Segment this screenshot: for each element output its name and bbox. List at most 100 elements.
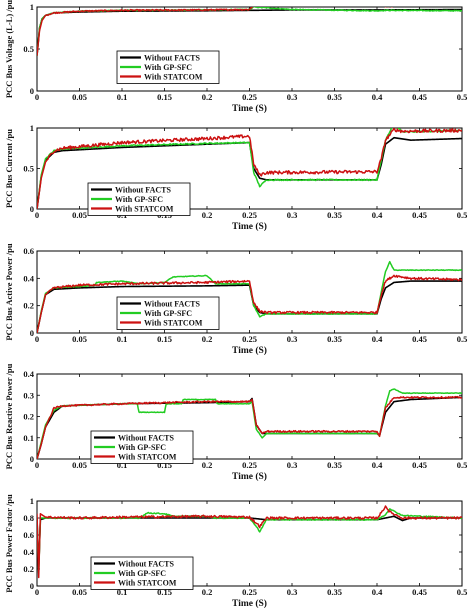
x-tick-label: 0.2 [202, 92, 213, 102]
x-tick-label: 0.05 [72, 334, 87, 344]
plot-area [36, 6, 463, 92]
x-tick-label: 0.4 [372, 210, 383, 220]
x-tick-label: 0.25 [242, 210, 257, 220]
y-tick-label: 0.5 [23, 164, 34, 174]
y-axis-label: PCC Bus Current /pu [4, 129, 14, 208]
x-tick-label: 0 [35, 334, 39, 344]
y-tick-label: 0.4 [23, 547, 34, 557]
x-tick-label: 0.1 [117, 460, 128, 470]
x-tick-label: 0.3 [287, 587, 298, 597]
x-tick-label: 0.3 [287, 210, 298, 220]
x-tick-label: 0.45 [412, 92, 427, 102]
x-tick-label: 0.25 [242, 334, 257, 344]
x-tick-label: 0.25 [242, 460, 257, 470]
y-tick-label: 0.4 [23, 273, 34, 283]
x-tick-label: 0.5 [457, 587, 468, 597]
x-tick-label: 0.45 [412, 210, 427, 220]
series-group [37, 388, 462, 459]
series-line-with-statcom [37, 274, 462, 333]
x-tick-label: 0.1 [117, 587, 128, 597]
x-tick-label: 0.15 [157, 334, 172, 344]
x-tick-label: 0.05 [72, 587, 87, 597]
x-tick-label: 0.15 [157, 92, 172, 102]
x-tick-label: 0.1 [117, 92, 128, 102]
y-tick-label: 1 [30, 123, 34, 133]
y-axis-label: PCC Bus Voltage (L-L) /pu [4, 0, 14, 98]
x-tick-label: 0.4 [372, 334, 383, 344]
legend-label: Without FACTS [144, 300, 200, 309]
x-tick-label: 0.3 [287, 334, 298, 344]
y-tick-label: 0 [30, 204, 34, 214]
y-tick-label: 0 [30, 581, 34, 591]
y-tick-label: 0.2 [23, 412, 34, 422]
legend-label: With GP-SFC [144, 309, 192, 318]
x-tick-label: 0.5 [457, 334, 468, 344]
y-tick-label: 0.8 [23, 513, 34, 523]
y-tick-label: 0.3 [23, 390, 34, 400]
series-group [37, 128, 462, 209]
legend-label: Without FACTS [118, 434, 174, 443]
legend-label: With STATCOM [115, 205, 174, 214]
x-tick-label: 0.2 [202, 334, 213, 344]
chart-panel-3: 0 0.05 0.1 0.15 0.2 0.25 0.3 0.35 0.4 0.45 0.5 0 0.2… [4, 243, 467, 356]
x-tick-label: 0.2 [202, 460, 213, 470]
x-tick-label: 0 [35, 210, 39, 220]
x-tick-label: 0.05 [72, 210, 87, 220]
x-tick-label: 0.35 [327, 334, 342, 344]
y-tick-label: 0.6 [23, 246, 34, 256]
y-tick-label: 0 [30, 328, 34, 338]
legend-label: With STATCOM [144, 319, 203, 328]
x-tick-label: 0.05 [72, 92, 87, 102]
y-tick-label: 0.4 [23, 369, 34, 379]
x-tick-label: 0 [35, 92, 39, 102]
x-tick-label: 0.45 [412, 334, 427, 344]
series-group [37, 7, 462, 56]
legend-label: With GP-SFC [118, 569, 166, 578]
x-tick-label: 0.05 [72, 460, 87, 470]
chart-panel-5: 0 0.05 0.1 0.15 0.2 0.25 0.3 0.35 0.4 0.45 0.5 0 0.2… [4, 494, 467, 609]
legend-label: With GP-SFC [144, 63, 192, 72]
x-tick-label: 0.25 [242, 92, 257, 102]
plot-area [36, 250, 463, 334]
x-axis-label: Time (S) [232, 598, 267, 609]
legend-label: Without FACTS [118, 560, 174, 569]
y-tick-label: 0.1 [23, 433, 34, 443]
x-tick-label: 0.35 [327, 460, 342, 470]
series-line-with-statcom [37, 505, 462, 579]
x-tick-label: 0.45 [412, 460, 427, 470]
chart-panel-2: 00.050.10.150.20.250.30.350.40.450.500.5… [4, 123, 467, 232]
y-tick-label: 0.2 [23, 564, 34, 574]
y-axis-label: PCC Bus Power Factor /pu [4, 494, 14, 593]
x-tick-label: 0.4 [372, 587, 383, 597]
x-tick-label: 0.35 [327, 92, 342, 102]
series-group [37, 505, 462, 579]
x-tick-label: 0.35 [327, 210, 342, 220]
y-tick-label: 0 [30, 86, 34, 96]
legend-label: With STATCOM [144, 73, 203, 82]
legend-label: With STATCOM [118, 453, 177, 462]
chart-panel-1: 0 0.05 0.1 0.15 0.2 0.25 0.3 0.35 0.4 0.45 0.5 0 0.5… [4, 0, 467, 114]
series-line-with-statcom [37, 128, 462, 209]
legend-label: Without FACTS [115, 186, 171, 195]
series-line-with-gp-sfc [37, 128, 462, 209]
x-tick-label: 0.1 [117, 334, 128, 344]
x-axis-label: Time (S) [232, 103, 267, 114]
y-tick-label: 1 [30, 496, 34, 506]
x-axis-label: Time (S) [232, 471, 267, 482]
y-axis-label: PCC Bus Active Power /pu [4, 243, 14, 340]
y-tick-label: 1 [30, 2, 34, 12]
y-tick-label: 0.6 [23, 530, 34, 540]
x-tick-label: 0.2 [202, 587, 213, 597]
y-tick-label: 0 [30, 454, 34, 464]
x-tick-label: 0.2 [202, 210, 213, 220]
series-line-with-statcom [37, 7, 405, 56]
x-tick-label: 0.25 [242, 587, 257, 597]
x-tick-label: 0.3 [287, 460, 298, 470]
x-tick-label: 0 [35, 460, 39, 470]
x-tick-label: 0.5 [457, 92, 468, 102]
